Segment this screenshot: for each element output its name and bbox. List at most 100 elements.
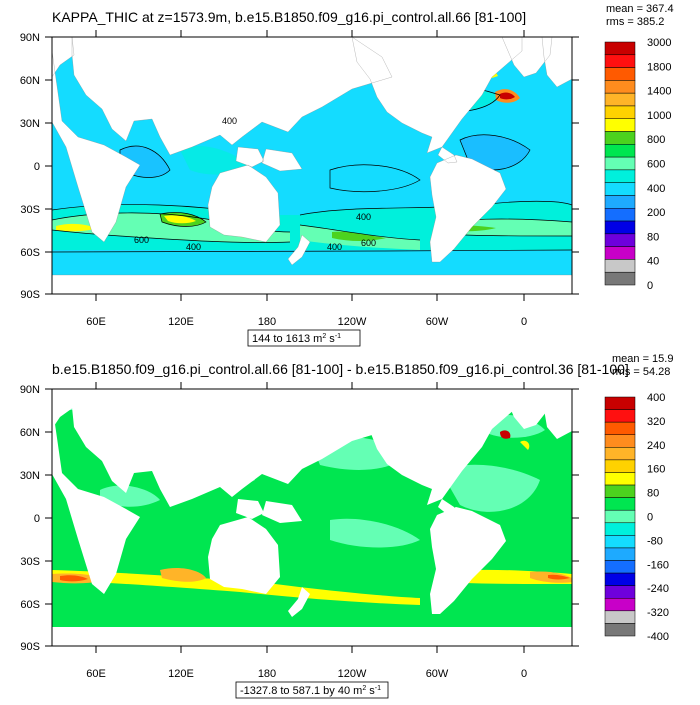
colorbar-label: 320 xyxy=(647,416,665,428)
colorbar-label: 3000 xyxy=(647,37,671,49)
colorbar-label: 240 xyxy=(647,440,665,452)
colorbar-label: 800 xyxy=(647,134,665,146)
lon-label: 60W xyxy=(426,668,449,680)
top-range-sup2: -1 xyxy=(335,333,341,340)
bottom-range-sup1: 2 xyxy=(362,685,366,692)
colorbar-label: -240 xyxy=(647,583,669,595)
contour-label: 400 xyxy=(186,242,201,252)
colorbar-swatch xyxy=(604,572,636,586)
contour-label: 400 xyxy=(356,212,371,222)
bottom-lat-labels: 90N 60N 30N 0 30S 60S 90S xyxy=(20,384,40,653)
colorbar-label: 1000 xyxy=(647,110,671,122)
colorbar-swatch xyxy=(604,547,636,561)
colorbar-swatch xyxy=(604,459,636,473)
colorbar-swatch xyxy=(604,509,636,524)
colorbar-swatch xyxy=(604,535,636,549)
lon-label: 0 xyxy=(521,668,527,680)
colorbar-swatch xyxy=(604,195,636,209)
colorbar-label: 40 xyxy=(647,256,659,268)
colorbar-swatch xyxy=(604,80,636,94)
colorbar-label: 400 xyxy=(647,392,665,404)
lon-label: 180 xyxy=(258,668,276,680)
colorbar-swatch xyxy=(604,522,636,536)
colorbar-label: -160 xyxy=(647,559,669,571)
top-title: KAPPA_THIC at z=1573.9m, b.e15.B1850.f09… xyxy=(52,9,526,25)
colorbar-swatch xyxy=(604,156,636,171)
lat-label: 30S xyxy=(20,204,40,216)
svg-text:144 to 1613 m2 s-1: 144 to 1613 m2 s-1 xyxy=(252,333,341,345)
colorbar-swatch xyxy=(604,497,636,511)
top-mean: mean = 367.4 xyxy=(606,3,674,15)
top-lat-labels: 90N 60N 30N 0 30S 60S 90S xyxy=(20,32,40,301)
colorbar-swatch xyxy=(604,92,636,107)
top-range-box: 144 to 1613 m2 s-1 xyxy=(247,329,361,347)
lat-label: 60S xyxy=(20,247,40,259)
colorbar-swatch xyxy=(604,623,636,637)
contour-label: 400 xyxy=(222,116,237,126)
bottom-range-box: -1327.8 to 587.1 by 40 m2 s-1 xyxy=(235,681,389,699)
contour-label: 600 xyxy=(361,238,376,248)
colorbar-label: -400 xyxy=(647,631,669,643)
colorbar-swatch xyxy=(604,472,636,486)
bottom-panel: b.e15.B1850.f09_g16.pi_control.all.66 [8… xyxy=(20,353,673,699)
colorbar-label: 160 xyxy=(647,464,665,476)
colorbar-swatch xyxy=(604,41,636,56)
colorbar-label: -80 xyxy=(647,535,663,547)
colorbar-label: 200 xyxy=(647,207,665,219)
colorbar-swatch xyxy=(604,182,636,196)
top-panel: KAPPA_THIC at z=1573.9m, b.e15.B1850.f09… xyxy=(20,3,674,347)
lat-label: 30N xyxy=(20,118,40,130)
top-axis-ticks xyxy=(45,30,579,301)
colorbar-swatch xyxy=(604,246,636,260)
lon-label: 60W xyxy=(426,316,449,328)
top-range-sup1: 2 xyxy=(322,333,326,340)
top-map xyxy=(52,37,572,294)
colorbar-label: 400 xyxy=(647,183,665,195)
bottom-range-sup2: -1 xyxy=(375,685,381,692)
contour-label: 600 xyxy=(134,235,149,245)
colorbar-label: -320 xyxy=(647,607,669,619)
lat-label: 90S xyxy=(20,289,40,301)
top-rms: rms = 385.2 xyxy=(606,16,664,28)
colorbar-swatch xyxy=(604,131,636,145)
colorbar-label: 80 xyxy=(647,488,659,500)
colorbar-swatch xyxy=(604,54,636,68)
top-range-s: s xyxy=(326,333,335,345)
lat-label: 90N xyxy=(20,32,40,44)
colorbar-swatch xyxy=(604,105,636,119)
colorbar-swatch xyxy=(604,271,636,286)
lon-label: 0 xyxy=(521,316,527,328)
lat-label: 60S xyxy=(20,599,40,611)
lon-label: 120E xyxy=(168,668,194,680)
lat-label: 90S xyxy=(20,641,40,653)
bottom-range-s: s xyxy=(366,685,375,697)
colorbar-swatch xyxy=(604,421,636,435)
colorbar-swatch xyxy=(604,560,636,574)
colorbar-swatch xyxy=(604,220,636,235)
bottom-map xyxy=(52,389,572,646)
lon-label: 180 xyxy=(258,316,276,328)
top-lon-labels: 60E 120E 180 120W 60W 0 xyxy=(86,316,527,328)
lat-label: 90N xyxy=(20,384,40,396)
lat-label: 30N xyxy=(20,470,40,482)
lat-label: 30S xyxy=(20,556,40,568)
colorbar-swatch xyxy=(604,67,636,81)
colorbar-swatch xyxy=(604,118,636,132)
colorbar-swatch xyxy=(604,447,636,461)
bottom-lon-labels: 60E 120E 180 120W 60W 0 xyxy=(86,668,527,680)
lon-label: 120W xyxy=(338,668,367,680)
colorbar-label: 1800 xyxy=(647,61,671,73)
lat-label: 0 xyxy=(34,161,40,173)
colorbar-label: 1400 xyxy=(647,86,671,98)
lon-label: 120W xyxy=(338,316,367,328)
colorbar-swatch xyxy=(604,409,636,423)
colorbar-swatch xyxy=(604,484,636,498)
lat-label: 60N xyxy=(20,75,40,87)
lat-label: 0 xyxy=(34,513,40,525)
contour-label: 400 xyxy=(327,242,342,252)
svg-text:-1327.8 to 587.1 by 40 m2 s-1: -1327.8 to 587.1 by 40 m2 s-1 xyxy=(240,685,381,697)
lat-label: 60N xyxy=(20,427,40,439)
bottom-range-text: -1327.8 to 587.1 by 40 m xyxy=(240,685,362,697)
colorbar-label: 80 xyxy=(647,231,659,243)
